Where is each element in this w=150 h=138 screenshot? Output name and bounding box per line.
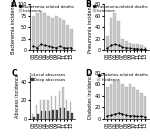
Bar (58, 18, 61, 50)
Legend: Diabetes-related deaths, Incidence: Diabetes-related deaths, Incidence (97, 73, 148, 82)
Text: A: A (11, 0, 17, 10)
Bar (70, 29, 73, 50)
Bar (121, 39, 124, 50)
Bar (129, 43, 131, 50)
Bar (117, 21, 120, 50)
Bar (56, 110, 58, 119)
Bar (106, 36, 109, 50)
Bar (113, 81, 116, 119)
Bar (32, 16, 35, 50)
Bar (68, 111, 69, 119)
Legend: Local abscesses, Deep abscesses: Local abscesses, Deep abscesses (30, 73, 66, 82)
Text: D: D (85, 69, 91, 78)
Bar (41, 111, 42, 119)
Bar (47, 100, 49, 119)
Bar (117, 81, 120, 119)
Bar (144, 96, 146, 119)
Bar (51, 96, 52, 119)
Bar (70, 102, 71, 119)
Bar (136, 44, 139, 50)
Bar (36, 13, 39, 50)
Bar (110, 84, 112, 119)
Bar (55, 16, 58, 50)
Bar (51, 18, 54, 50)
Bar (36, 105, 37, 119)
Bar (40, 100, 41, 119)
Bar (64, 108, 65, 119)
Bar (43, 100, 45, 119)
Y-axis label: Abscess incidence: Abscess incidence (15, 74, 20, 118)
Text: C: C (11, 69, 17, 78)
Bar (71, 113, 73, 119)
Bar (33, 117, 35, 119)
Bar (43, 13, 46, 50)
Bar (121, 84, 124, 119)
Bar (52, 110, 54, 119)
Bar (58, 91, 60, 119)
Bar (125, 87, 128, 119)
Bar (129, 84, 131, 119)
Bar (60, 108, 61, 119)
Bar (66, 25, 69, 50)
Bar (113, 13, 116, 50)
Bar (140, 45, 143, 50)
Y-axis label: Diabetes incidence: Diabetes incidence (88, 72, 93, 119)
Bar (125, 41, 128, 50)
Bar (106, 87, 109, 119)
Text: B: B (85, 0, 91, 10)
Bar (45, 111, 46, 119)
Bar (132, 87, 135, 119)
Bar (37, 114, 39, 119)
Bar (132, 44, 135, 50)
Bar (140, 93, 143, 119)
Bar (62, 20, 65, 50)
Bar (136, 90, 139, 119)
Bar (110, 18, 112, 50)
Y-axis label: Bacteremia incidence: Bacteremia incidence (11, 1, 16, 54)
Legend: Pneumonia-related deaths, Incidence: Pneumonia-related deaths, Incidence (93, 5, 148, 13)
Bar (144, 47, 146, 50)
Bar (32, 114, 33, 119)
Legend: Bacteremia-related deaths, Incidence: Bacteremia-related deaths, Incidence (19, 5, 74, 13)
Bar (47, 16, 50, 50)
Bar (55, 96, 56, 119)
Bar (49, 111, 50, 119)
Y-axis label: Pneumonia incidence: Pneumonia incidence (88, 1, 93, 53)
Bar (40, 11, 42, 50)
Bar (62, 87, 64, 119)
Bar (66, 100, 68, 119)
